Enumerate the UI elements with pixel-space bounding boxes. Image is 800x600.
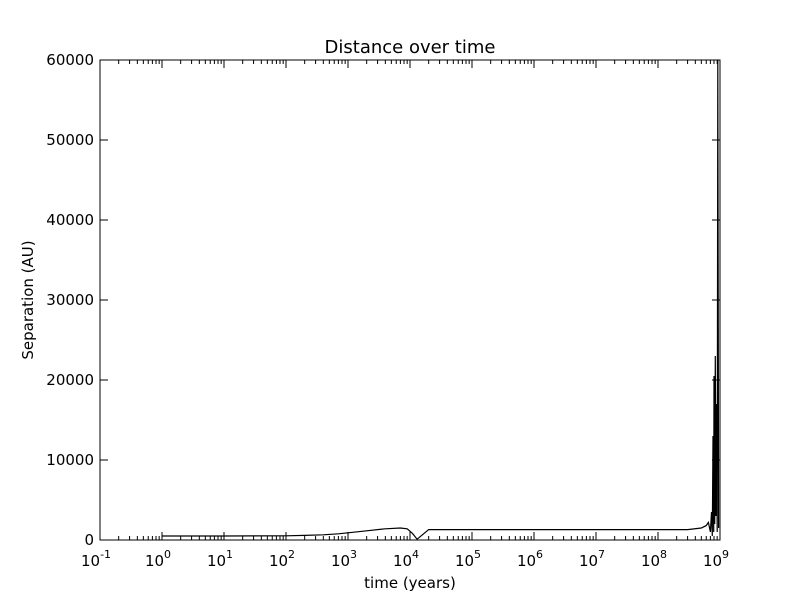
x-tick-base: 10 xyxy=(331,552,350,570)
x-tick-base: 10 xyxy=(455,552,474,570)
x-tick-exponent: 8 xyxy=(660,548,667,561)
x-tick-base: 10 xyxy=(145,552,164,570)
x-tick-label: 107 xyxy=(579,548,605,570)
x-tick-label: 106 xyxy=(517,548,543,570)
x-tick-base: 10 xyxy=(641,552,660,570)
y-tick-label: 50000 xyxy=(46,131,94,149)
x-tick-label: 104 xyxy=(393,548,419,570)
x-tick-base: 10 xyxy=(207,552,226,570)
series-layer xyxy=(162,59,720,541)
x-tick-base: 10 xyxy=(703,552,722,570)
y-tick-label: 30000 xyxy=(46,291,94,309)
y-axis-label: Separation (AU) xyxy=(19,240,37,359)
x-tick-label: 101 xyxy=(207,548,233,570)
x-tick-exponent: 9 xyxy=(722,548,729,561)
x-tick-exponent: 3 xyxy=(350,548,357,561)
series-line xyxy=(162,59,720,541)
x-tick-base: 10 xyxy=(81,552,100,570)
chart-title: Distance over time xyxy=(325,37,496,58)
x-tick-label: 103 xyxy=(331,548,357,570)
x-tick-label: 109 xyxy=(703,548,729,570)
x-axis-label: time (years) xyxy=(364,574,456,592)
x-tick-base: 10 xyxy=(579,552,598,570)
x-tick-label: 10-1 xyxy=(81,548,111,570)
x-tick-base: 10 xyxy=(269,552,288,570)
x-tick-base: 10 xyxy=(393,552,412,570)
x-tick-base: 10 xyxy=(517,552,536,570)
x-tick-exponent: 1 xyxy=(226,548,233,561)
x-tick-exponent: 4 xyxy=(412,548,419,561)
y-tick-label: 40000 xyxy=(46,211,94,229)
x-tick-label: 108 xyxy=(641,548,667,570)
x-tick-label: 105 xyxy=(455,548,481,570)
y-tick-label: 10000 xyxy=(46,451,94,469)
y-tick-label: 0 xyxy=(84,531,94,549)
x-tick-exponent: 7 xyxy=(598,548,605,561)
y-tick-label: 60000 xyxy=(46,51,94,69)
x-tick-exponent: 6 xyxy=(536,548,543,561)
x-tick-exponent: -1 xyxy=(100,548,111,561)
x-tick-exponent: 2 xyxy=(288,548,295,561)
x-tick-label: 102 xyxy=(269,548,295,570)
y-tick-label: 20000 xyxy=(46,371,94,389)
x-tick-label: 100 xyxy=(145,548,171,570)
axis-ticks xyxy=(99,59,721,541)
tick-labels: 10-1 100 101 102 103 104 105 106 107 108 109010000… xyxy=(46,51,729,570)
x-tick-exponent: 5 xyxy=(474,548,481,561)
x-tick-exponent: 0 xyxy=(164,548,171,561)
